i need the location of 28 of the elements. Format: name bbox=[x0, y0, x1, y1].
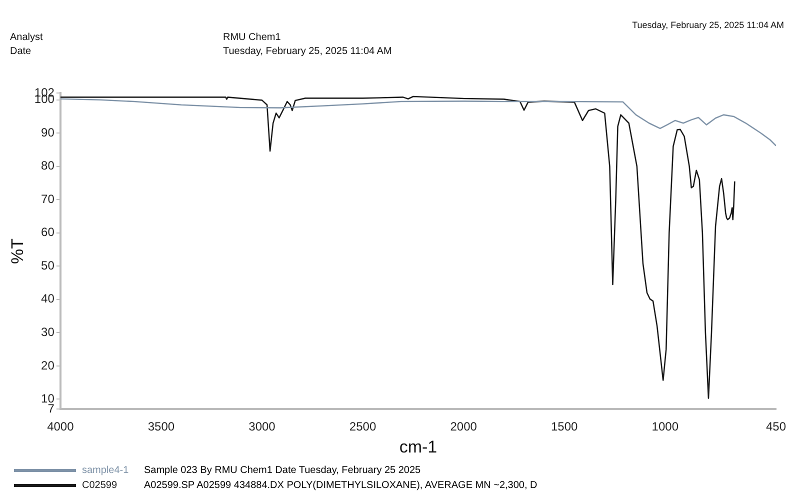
x-tick-label: 3500 bbox=[148, 420, 175, 434]
x-axis-title: cm-1 bbox=[399, 437, 438, 456]
text: Sample 023 By RMU Chem1 Date Tuesday, February 25 2025 bbox=[144, 465, 421, 476]
text: A02599.SP A02599 434884.DX POLY(DIMETHYLSILOXANE), AVERAGE MN ~2,300, D bbox=[144, 480, 538, 491]
x-tick-label: 2500 bbox=[349, 420, 376, 434]
y-tick-label: 7 bbox=[48, 402, 55, 416]
x-tick-label: 1000 bbox=[652, 420, 679, 434]
y-tick-label: 80 bbox=[41, 158, 55, 173]
text: C02599 bbox=[82, 480, 118, 491]
text: RMU Chem1 bbox=[223, 32, 281, 43]
y-axis-title: %T bbox=[8, 238, 27, 264]
x-tick-label: 3000 bbox=[248, 420, 276, 434]
y-tick-label: 70 bbox=[41, 192, 55, 206]
x-tick-label: 2000 bbox=[450, 420, 478, 434]
y-tick-label: 40 bbox=[41, 292, 55, 306]
y-tick-label: 30 bbox=[41, 325, 55, 340]
x-tick-label: 4000 bbox=[47, 420, 74, 434]
y-tick-label: 60 bbox=[41, 225, 55, 240]
text: Tuesday, February 25, 2025 11:04 AM bbox=[632, 20, 784, 30]
text: Analyst bbox=[10, 32, 43, 43]
text: Tuesday, February 25, 2025 11:04 AM bbox=[223, 46, 392, 57]
y-tick-label: 20 bbox=[41, 358, 55, 372]
text: Date bbox=[10, 46, 32, 57]
y-tick-label: 90 bbox=[41, 125, 55, 140]
x-tick-label: 450 bbox=[766, 420, 786, 434]
text: sample4-1 bbox=[82, 465, 130, 476]
x-tick-label: 1500 bbox=[551, 420, 578, 434]
y-tick-label: 50 bbox=[41, 258, 55, 272]
